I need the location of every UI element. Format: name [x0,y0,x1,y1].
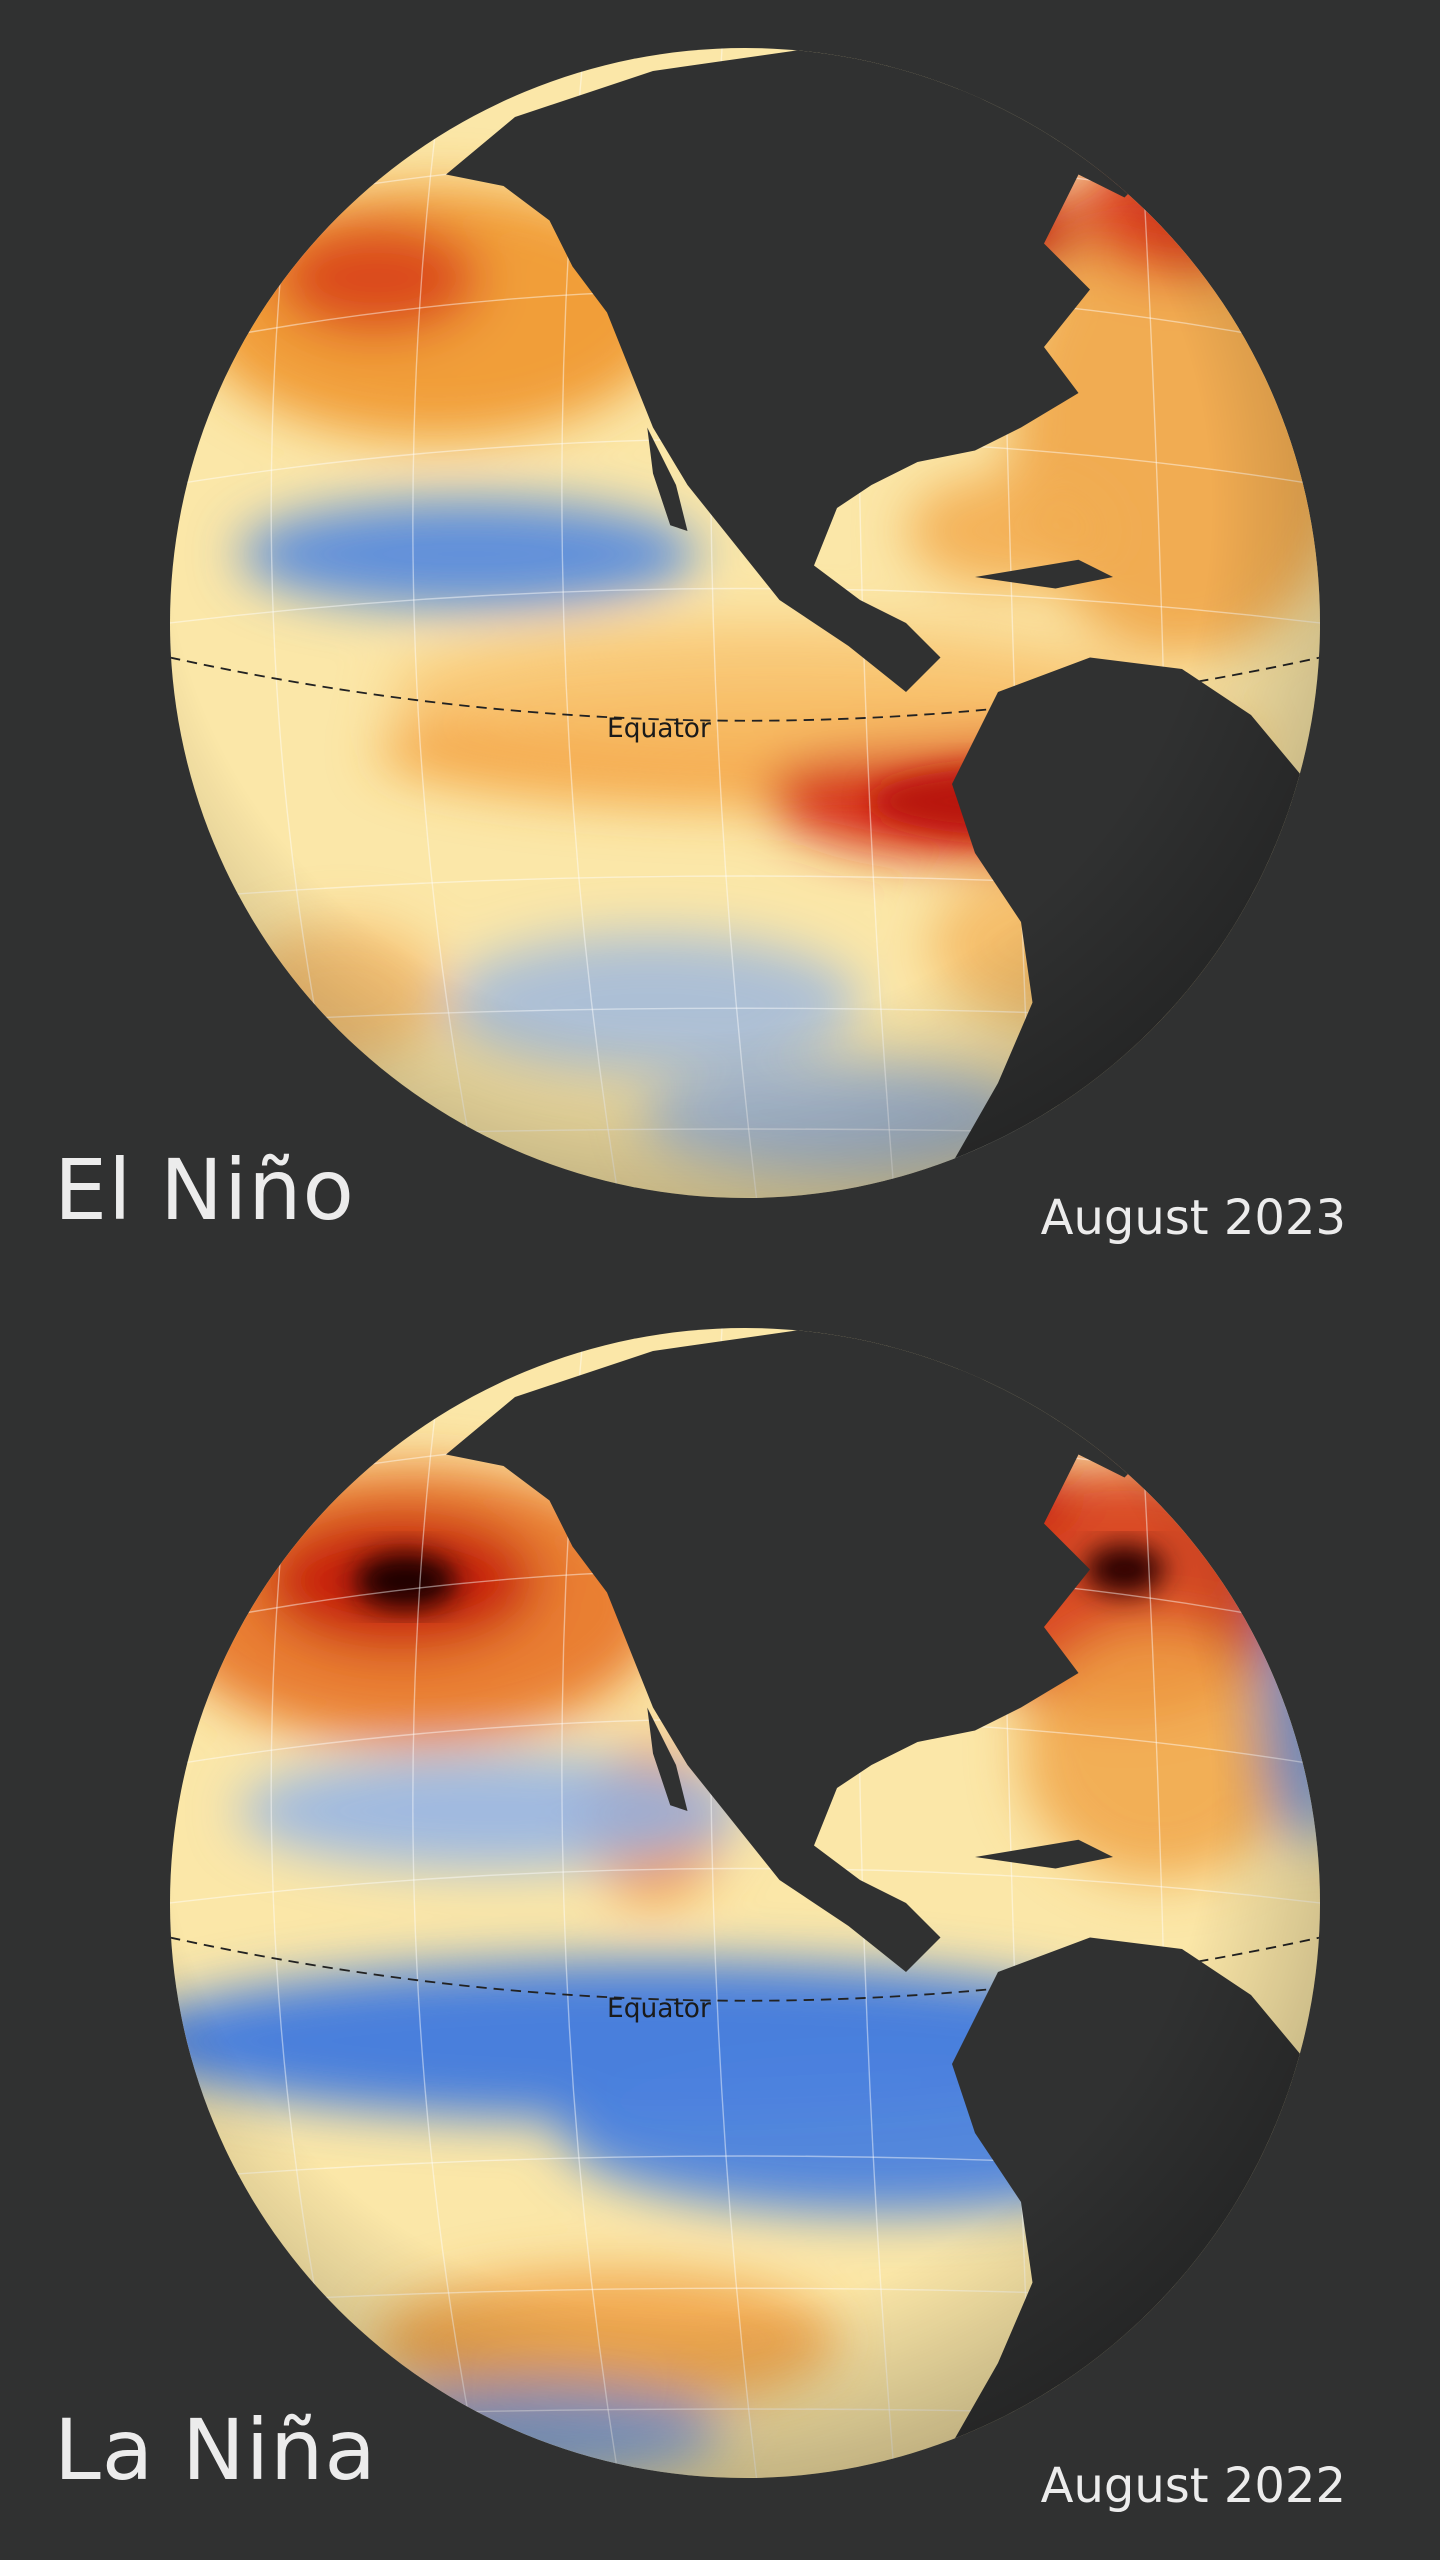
equator-label: Equator [607,1993,711,2024]
el-nino-title: El Niño [54,1141,355,1239]
el-nino-date: August 2023 [1040,1190,1346,1246]
el-nino-panel: Equator El Niño August 2023 [54,48,1346,1246]
la-nina-globe: Equator [170,1328,1320,2478]
limb-shading [170,48,1320,1198]
la-nina-date: August 2022 [1040,2458,1346,2514]
el-nino-globe: Equator [170,48,1320,1198]
limb-shading [170,1328,1320,2478]
la-nina-title: La Niña [54,2401,377,2499]
la-nina-panel: Equator La Niña August 2022 [0,1280,1440,2560]
equator-label: Equator [607,713,711,744]
